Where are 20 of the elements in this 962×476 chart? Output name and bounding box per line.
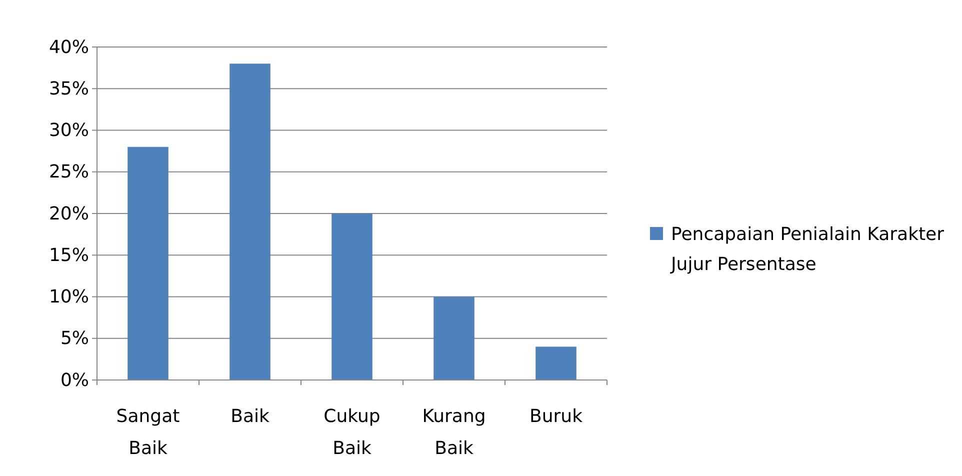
x-tick-label: Sangat Baik [116,406,180,459]
bar [128,146,168,380]
x-tick-label: Cukup Baik [324,406,380,459]
bar [434,296,474,380]
y-tick-label: 5% [60,328,89,350]
bar [230,64,270,380]
bar [332,214,372,380]
y-tick-label: 25% [48,162,89,183]
x-tick-label: Baik [230,406,270,427]
legend-label: Pencapaian Penialain Karakter Jujur Persentase [670,224,945,275]
y-tick-label: 30% [48,120,89,142]
y-tick-label: 35% [48,78,89,100]
x-tick-label: Buruk [530,406,584,427]
x-tick-label: Kurang Baik [422,406,486,459]
y-tick-label: 20% [48,203,89,224]
y-tick-label: 0% [60,370,89,391]
y-tick-label: 15% [48,244,89,266]
bar [536,346,576,380]
y-tick-label: 10% [48,286,89,308]
y-tick-label: 40% [48,36,89,58]
